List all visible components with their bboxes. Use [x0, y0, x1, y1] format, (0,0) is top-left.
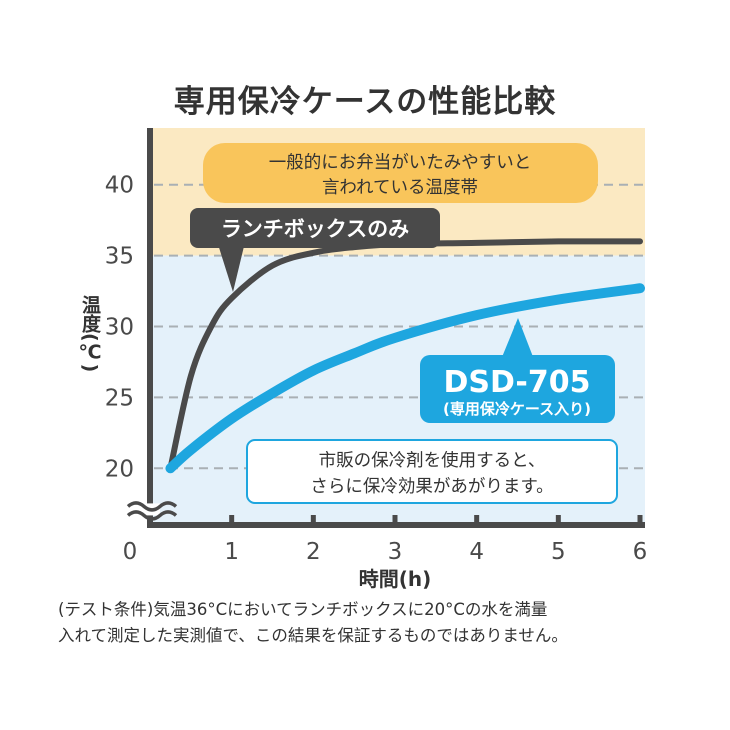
footnote-line-2: 入れて測定した実測値で、この結果を保証するものではありません。 — [58, 626, 568, 645]
x-tick-label: 4 — [469, 539, 484, 565]
ice-pack-line-1: 市販の保冷剤を使用すると、 — [319, 450, 546, 471]
x-tick-label: 1 — [224, 539, 239, 565]
y-tick-label: 35 — [105, 244, 134, 270]
dsd-705-subtitle: (専用保冷ケース入り) — [443, 400, 591, 418]
x-tick-label: 3 — [388, 539, 403, 565]
dsd-705-title: DSD-705 — [443, 365, 590, 400]
y-tick-label: 25 — [105, 385, 134, 411]
y-tick-label: 20 — [105, 456, 134, 482]
y-tick-label: 40 — [105, 173, 134, 199]
chart-title: 専用保冷ケースの性能比較 — [173, 84, 557, 120]
x-tick-label: 5 — [551, 539, 566, 565]
danger-zone-line-1: 一般的にお弁当がいたみやすいと — [269, 153, 532, 173]
x-tick-label: 6 — [633, 539, 648, 565]
series-line-lunchbox-only — [167, 238, 643, 472]
dsd-705-label: DSD-705(専用保冷ケース入り) — [420, 318, 615, 423]
y-tick-label: 30 — [105, 315, 134, 341]
y-axis-title: 温度(℃) — [79, 295, 101, 373]
lunchbox-only-label: ランチボックスのみ — [190, 208, 440, 292]
danger-zone-line-2: 言われている温度帯 — [322, 178, 478, 198]
ice-pack-line-2: さらに保冷効果があがります。 — [310, 477, 553, 497]
x-axis-title: 時間(h) — [359, 567, 432, 591]
footnote-line-1: (テスト条件)気温36°Cにおいてランチボックスに20°Cの水を満量 — [58, 600, 548, 619]
x-tick-label: 2 — [306, 539, 321, 565]
series-line-dsd-705 — [165, 283, 645, 474]
lunchbox-only-text: ランチボックスのみ — [221, 217, 409, 241]
axis-break-mark — [126, 501, 178, 521]
ice-pack-note: 市販の保冷剤を使用すると、さらに保冷効果があがります。 — [246, 439, 618, 504]
x-tick-label: 0 — [123, 539, 138, 565]
